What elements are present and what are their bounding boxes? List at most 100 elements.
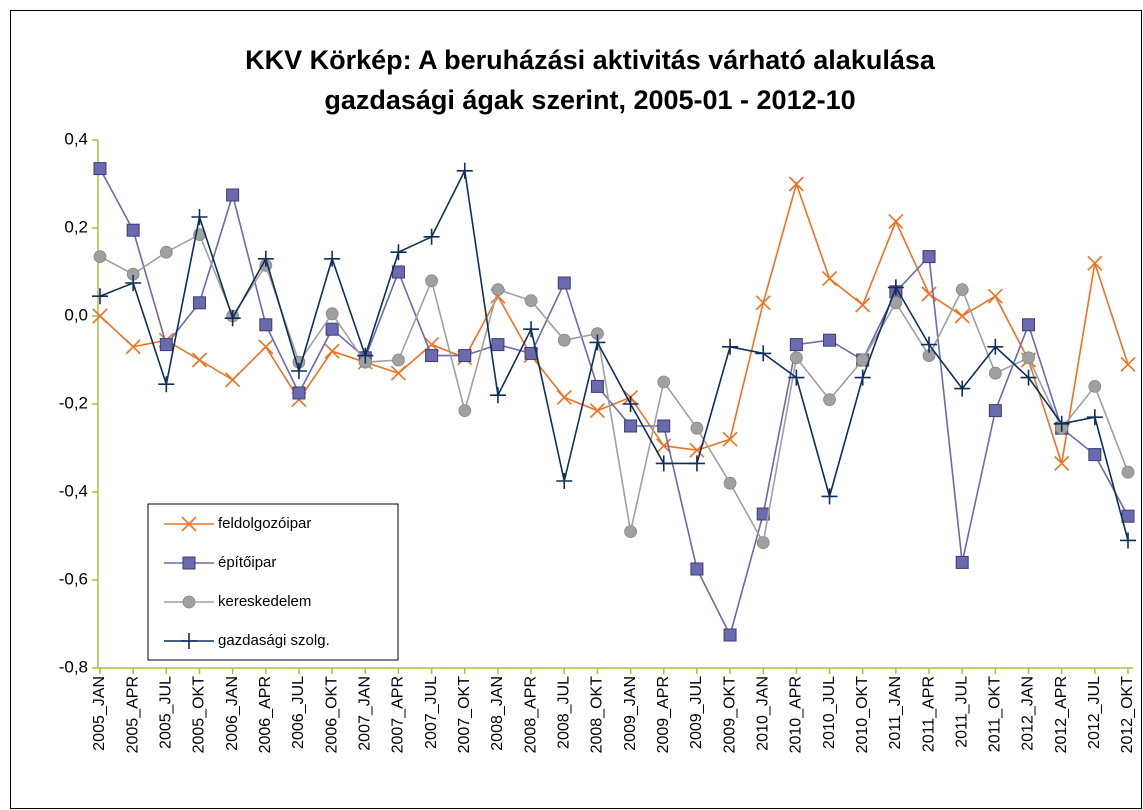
data-point bbox=[954, 380, 971, 397]
x-tick-label: 2012_OKT bbox=[1119, 676, 1136, 754]
x-tick-label: 2005_OKT bbox=[191, 676, 208, 754]
x-tick-label: 2010_OKT bbox=[854, 676, 871, 754]
data-point bbox=[556, 389, 572, 405]
x-tick-label: 2008_JUL bbox=[555, 676, 572, 749]
data-point bbox=[458, 404, 472, 418]
data-point bbox=[1120, 532, 1136, 549]
x-tick-label: 2006_JAN bbox=[224, 676, 241, 751]
data-point bbox=[191, 352, 208, 368]
data-point bbox=[823, 393, 836, 407]
x-tick-label: 2011_JUL bbox=[953, 676, 970, 748]
y-tick-label: 0,4 bbox=[64, 129, 88, 148]
series-line bbox=[99, 168, 1129, 541]
x-tick-label: 2007_JUL bbox=[423, 676, 440, 749]
x-tick-label: 2012_JUL bbox=[1086, 676, 1103, 749]
legend-label: építőipar bbox=[218, 554, 276, 571]
data-point bbox=[655, 455, 672, 472]
data-point bbox=[622, 396, 639, 412]
data-point bbox=[690, 562, 704, 576]
y-tick-label: -0,6 bbox=[59, 569, 88, 588]
data-point bbox=[92, 308, 108, 324]
x-tick-label: 2006_OKT bbox=[323, 676, 340, 754]
data-point bbox=[158, 376, 175, 393]
chart-frame bbox=[10, 10, 1142, 809]
data-point bbox=[226, 188, 240, 202]
data-point bbox=[756, 507, 770, 521]
data-point bbox=[690, 421, 704, 435]
x-tick-label: 2010_APR bbox=[788, 676, 805, 753]
data-point bbox=[688, 455, 705, 472]
x-tick-label: 2006_APR bbox=[257, 676, 274, 753]
x-tick-label: 2009_JUL bbox=[688, 676, 705, 749]
data-point bbox=[589, 334, 606, 351]
data-point bbox=[755, 295, 771, 311]
data-point bbox=[590, 379, 604, 393]
data-point bbox=[224, 310, 241, 327]
data-point bbox=[1120, 356, 1136, 372]
data-point bbox=[524, 294, 538, 308]
x-tick-label: 2006_JUL bbox=[290, 676, 307, 749]
data-point bbox=[854, 369, 871, 386]
data-point bbox=[458, 349, 472, 363]
x-tick-label: 2009_OKT bbox=[721, 676, 738, 754]
data-point bbox=[755, 345, 772, 362]
legend-marker bbox=[181, 633, 197, 649]
data-point bbox=[921, 336, 938, 353]
data-point bbox=[425, 274, 439, 288]
data-point bbox=[955, 283, 969, 297]
data-point bbox=[425, 349, 439, 363]
x-tick-label: 2011_APR bbox=[920, 676, 937, 752]
data-point bbox=[589, 403, 605, 419]
data-point bbox=[1020, 369, 1037, 386]
y-tick-label: -0,2 bbox=[59, 393, 88, 412]
data-point bbox=[324, 343, 340, 359]
data-point bbox=[489, 387, 506, 404]
data-point bbox=[756, 536, 770, 549]
data-point bbox=[225, 372, 241, 388]
data-point bbox=[624, 419, 638, 433]
data-point bbox=[987, 338, 1004, 355]
data-point bbox=[789, 351, 803, 365]
legend-marker bbox=[181, 516, 197, 532]
data-point bbox=[1022, 351, 1035, 365]
data-point bbox=[557, 276, 571, 290]
data-point bbox=[259, 318, 273, 332]
data-point bbox=[955, 555, 969, 569]
data-point bbox=[325, 307, 339, 321]
data-point bbox=[325, 322, 339, 336]
data-point bbox=[987, 288, 1003, 304]
data-point bbox=[821, 488, 838, 505]
data-point bbox=[657, 419, 671, 433]
data-point bbox=[788, 176, 804, 192]
data-point bbox=[159, 338, 173, 352]
x-tick-label: 2008_JAN bbox=[489, 676, 506, 751]
data-point bbox=[125, 275, 142, 291]
data-point bbox=[954, 308, 970, 324]
data-point bbox=[292, 386, 306, 400]
data-point bbox=[523, 321, 540, 338]
data-point bbox=[324, 250, 341, 267]
x-tick-label: 2007_OKT bbox=[456, 676, 473, 754]
data-point bbox=[723, 476, 737, 490]
data-point bbox=[624, 525, 637, 538]
data-point bbox=[1121, 509, 1135, 523]
x-tick-label: 2007_JAN bbox=[357, 676, 374, 751]
x-tick-label: 2008_OKT bbox=[589, 676, 606, 754]
x-tick-label: 2010_JUL bbox=[821, 676, 838, 749]
data-point bbox=[126, 223, 140, 237]
data-point bbox=[789, 338, 803, 352]
x-tick-label: 2008_APR bbox=[522, 676, 539, 753]
data-point bbox=[988, 366, 1002, 380]
data-point bbox=[423, 228, 440, 245]
x-tick-label: 2007_APR bbox=[390, 676, 407, 753]
data-point bbox=[821, 271, 838, 287]
data-point bbox=[192, 296, 206, 310]
legend-marker bbox=[182, 556, 196, 570]
data-point bbox=[456, 162, 473, 179]
legend-label: kereskedelem bbox=[218, 593, 311, 610]
data-point bbox=[1054, 455, 1070, 471]
series-line bbox=[99, 233, 1129, 545]
data-point bbox=[93, 250, 107, 264]
data-point bbox=[788, 369, 805, 386]
x-tick-label: 2009_APR bbox=[655, 676, 672, 753]
